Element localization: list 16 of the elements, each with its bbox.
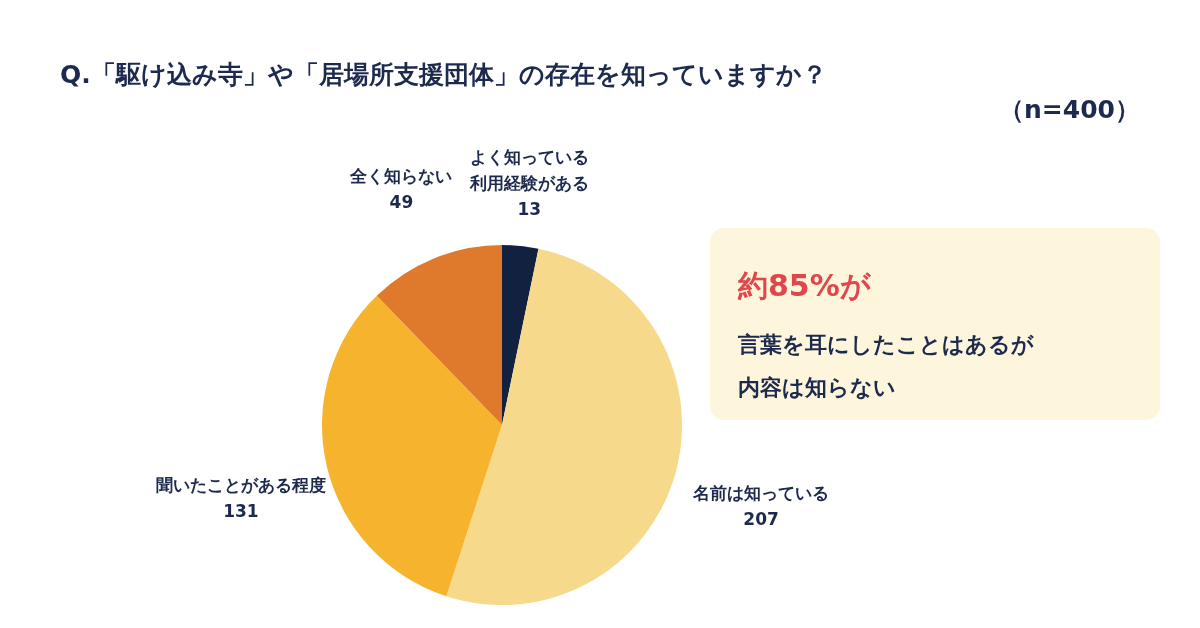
slice-label: よく知っている利用経験がある [468,147,589,194]
slice-label: 全く知らない [349,165,453,186]
pie-slice [502,245,539,425]
pie-slice [446,248,682,605]
slice-label: 名前は知っている [692,482,830,503]
text: 約85%が [737,268,872,303]
data-label: 131 [223,500,259,521]
text: 内容は知らない [738,375,896,400]
text: 言葉を耳にしたことはあるが [737,332,1034,357]
data-label: 207 [743,508,779,529]
data-label: 49 [389,191,414,212]
chart-title: Q.「駆け込み寺」や「居場所支援団体」の存在を知っていますか？ [60,60,827,89]
pie-slice [376,245,502,425]
data-label: 13 [517,199,542,220]
text: （n=400） [999,95,1140,124]
slice-label: 聞いたことがある程度 [155,474,326,495]
